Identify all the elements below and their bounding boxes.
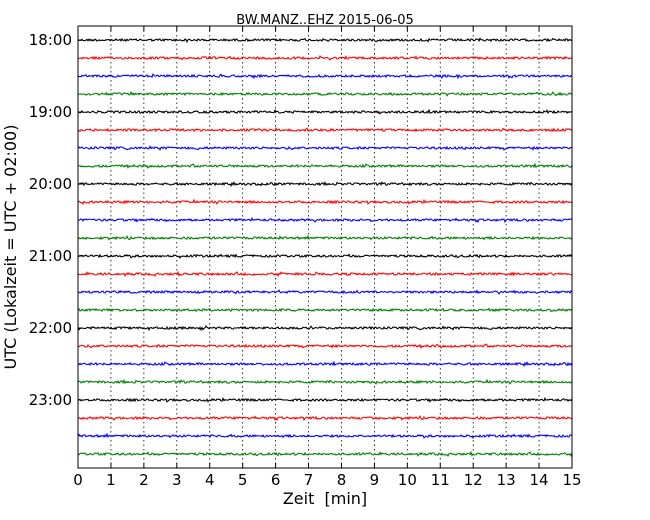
x-tick-label: 1 [106,471,116,489]
trace-1845 [77,90,573,97]
vertical-gridlines [110,26,540,468]
trace-2000 [77,181,573,187]
y-tick-label: 18:00 [29,31,72,49]
x-tick-label: 3 [172,471,182,489]
x-tick-label: 9 [370,471,380,489]
x-axis-ticks: 0 1 2 3 4 5 6 7 8 9 10 11 12 13 14 15 [73,26,582,489]
plot-frame [77,25,573,469]
trace-2315 [77,414,573,422]
trace-2130 [77,289,573,295]
trace-1900 [77,108,573,115]
y-axis-ticks: 18:00 19:00 20:00 21:00 22:00 23:00 [29,31,572,409]
trace-2245 [77,378,573,385]
x-tick-label: 2 [139,471,149,489]
trace-2300 [77,396,573,403]
x-tick-label: 8 [337,471,347,489]
y-tick-label: 23:00 [29,391,72,409]
trace-2015 [77,198,573,205]
x-tick-label: 4 [205,471,215,489]
trace-1945 [77,162,573,170]
trace-2115 [77,270,573,277]
trace-2045 [77,234,573,241]
chart-title: BW.MANZ..EHZ 2015-06-05 [236,13,414,28]
x-tick-label: 10 [398,471,417,489]
trace-2215 [77,343,573,350]
trace-1800 [77,37,573,44]
trace-2145 [77,307,573,313]
trace-2330 [77,432,573,440]
x-axis-label: Zeit [min] [283,489,367,508]
x-tick-label: 15 [562,471,581,489]
trace-1815 [77,54,573,61]
x-tick-label: 14 [530,471,549,489]
trace-1830 [77,73,573,80]
x-tick-label: 11 [431,471,450,489]
x-tick-label: 12 [464,471,483,489]
trace-2030 [77,216,572,224]
trace-1930 [77,145,573,151]
y-tick-label: 20:00 [29,175,72,193]
seismogram-traces [77,37,573,457]
trace-2200 [77,325,573,332]
y-tick-label: 22:00 [29,319,72,337]
trace-1915 [77,126,573,133]
y-tick-label: 19:00 [29,103,72,121]
x-tick-label: 6 [271,471,281,489]
x-tick-label: 7 [304,471,314,489]
trace-2345 [77,450,573,457]
x-tick-label: 13 [497,471,516,489]
x-tick-label: 0 [73,471,83,489]
trace-2100 [77,253,573,260]
trace-2230 [77,360,573,367]
x-tick-label: 5 [238,471,248,489]
y-tick-label: 21:00 [29,247,72,265]
y-axis-label: UTC (Lokalzeit = UTC + 02:00) [1,125,20,370]
